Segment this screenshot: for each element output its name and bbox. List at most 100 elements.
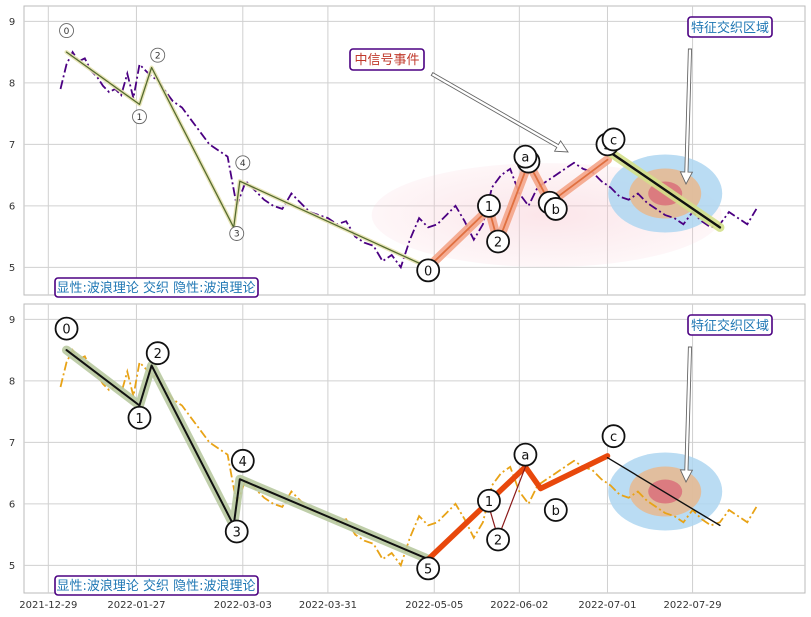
wave-label: a	[513, 144, 538, 169]
annotation-frame	[349, 48, 425, 71]
annotation-box: 特征交织区域	[679, 314, 773, 484]
wave-label: c	[601, 424, 626, 449]
wave-label-text: 2	[155, 51, 161, 61]
wave-label-circle	[54, 316, 79, 341]
panel-top: 5678901234012345abc显性:波浪理论 交织 隐性:波浪理论中信号…	[9, 5, 806, 298]
wave-label-text: 1	[137, 113, 143, 123]
wave-label: 2	[145, 341, 170, 366]
wave-label-text: c	[610, 430, 617, 445]
wave-label-text: 0	[64, 27, 70, 37]
wave-line-wave_b	[425, 453, 611, 562]
legend-frame	[54, 575, 259, 596]
wave-label-circle	[224, 519, 249, 544]
wave-label-text: a	[521, 151, 529, 166]
wave-label-circle	[601, 127, 626, 152]
legend-text: 显性:波浪理论 交织 隐性:波浪理论	[56, 578, 255, 594]
wave-label: 1	[127, 405, 152, 430]
x-tick-label: 2022-05-05	[405, 600, 463, 611]
wave-label-circle	[543, 498, 568, 522]
wave-line-wave_a	[65, 349, 430, 561]
y-tick-label: 5	[9, 263, 15, 274]
wave-label-text: 2	[494, 236, 502, 251]
annotation-arrow	[679, 48, 694, 186]
wave-label-text: 4	[239, 455, 247, 470]
wave-label: 4	[235, 155, 251, 171]
panel-bottom: 5 6 7 8 9 0 1 2 3 4 5 1 2 a b c 显性:波浪理论 交织 隐性:波浪理论 特征交织区域	[9, 303, 806, 596]
wave-line-wave_c	[606, 457, 721, 527]
wave-line-wave_a	[65, 51, 429, 268]
x-tick-label: 2022-01-27	[107, 600, 165, 611]
wave-label-text: a	[521, 449, 529, 464]
wave-label-circle	[127, 405, 152, 430]
wave-label: 5	[416, 556, 441, 581]
wave-label-text: b	[552, 203, 560, 218]
x-tick-label: 2022-03-31	[299, 600, 357, 611]
wave-label: 2	[486, 229, 510, 254]
wave-label-text: 2	[494, 534, 502, 549]
wave-label: 1	[477, 488, 501, 513]
wave-label: 1	[132, 109, 147, 125]
wave-label-text: 1	[485, 495, 493, 510]
wave-label-circle	[59, 23, 74, 39]
wave-label: 0	[59, 23, 74, 39]
wave-label-text: 3	[234, 230, 240, 240]
x-tick-label: 2022-03-03	[214, 600, 272, 611]
wave-label: 3	[224, 519, 249, 544]
wave-label: 0	[416, 258, 441, 283]
wave-label-text: 4	[240, 159, 246, 169]
wave-label-circle	[235, 155, 251, 171]
wave-line-wave_c	[606, 149, 722, 229]
annotation-text: 特征交织区域	[691, 20, 769, 36]
y-tick-label: 7	[9, 140, 15, 151]
wave-label-text: b	[552, 504, 560, 519]
wave-label-circle	[513, 442, 538, 467]
legend-frame	[54, 277, 259, 298]
y-tick-label: 6	[9, 201, 15, 212]
wave-label: 2	[150, 47, 166, 63]
annotation-box: 中信号事件	[349, 48, 569, 153]
y-tick-label: 6	[9, 499, 15, 510]
legend-box: 显性:波浪理论 交织 隐性:波浪理论	[54, 575, 259, 596]
annotation-text: 特征交织区域	[691, 318, 769, 334]
wave-label-circle	[416, 556, 441, 581]
wave-label-circle	[150, 47, 166, 63]
y-tick-label: 9	[9, 17, 15, 28]
wave-label-circle	[486, 229, 510, 254]
wave-label-text: 3	[233, 526, 241, 541]
wave-label-text: 5	[424, 562, 432, 577]
wave-label: c	[601, 127, 626, 152]
annotation-arrow	[430, 71, 569, 153]
legend-box: 显性:波浪理论 交织 隐性:波浪理论	[54, 277, 259, 298]
legend-text: 显性:波浪理论 交织 隐性:波浪理论	[56, 280, 255, 296]
wave-label-text: 2	[154, 347, 162, 362]
wave-label: b	[543, 498, 568, 522]
annotation-box: 特征交织区域	[679, 16, 773, 186]
y-tick-label: 8	[9, 376, 15, 387]
x-tick-label: 2022-07-29	[663, 600, 721, 611]
wave-label-circle	[513, 144, 538, 169]
wave-label: 0	[54, 316, 79, 341]
wave-label-circle	[230, 448, 255, 473]
x-tick-label: 2022-07-01	[578, 600, 636, 611]
wave-label: 3	[229, 226, 245, 241]
annotation-arrow	[679, 346, 694, 484]
x-tick-label: 2021-12-29	[19, 600, 77, 611]
wave-label-circle	[132, 109, 147, 125]
wave-label-text: 0	[62, 323, 70, 338]
annotation-frame	[687, 16, 773, 38]
wave-label: 1	[477, 193, 501, 218]
x-tick-label: 2022-06-02	[490, 600, 548, 611]
annotation-frame	[687, 314, 773, 336]
wave-label-circle	[145, 341, 170, 366]
wave-label-circle	[416, 258, 441, 283]
wave-label-text: 1	[135, 412, 143, 427]
y-tick-label: 8	[9, 78, 15, 89]
y-tick-label: 7	[9, 438, 15, 449]
wave-label: b	[543, 197, 568, 221]
wave-label-text: 1	[485, 200, 493, 215]
wave-line-wave_b	[427, 158, 609, 269]
wave-label-circle	[543, 197, 568, 221]
wave-label-circle	[229, 226, 245, 241]
wave-label-circle	[477, 488, 501, 513]
